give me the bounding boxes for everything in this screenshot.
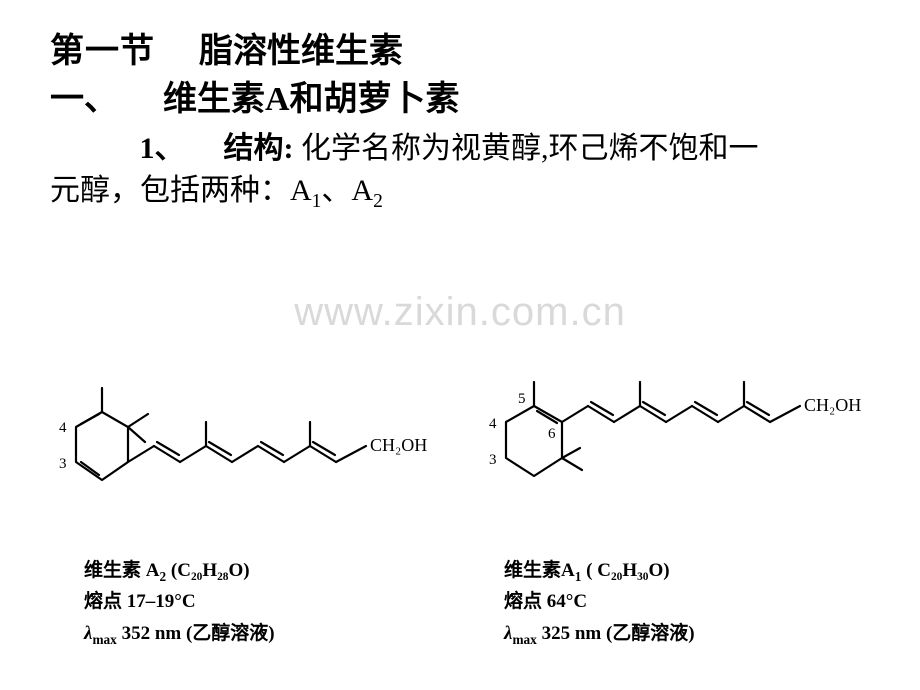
svg-text:3: 3 — [59, 456, 67, 472]
watermark-text: www.zixin.com.cn — [0, 290, 920, 335]
svg-text:3: 3 — [489, 452, 497, 468]
section-label: 第一节 — [50, 30, 155, 74]
spacer — [155, 30, 199, 74]
item-number: 1、 — [140, 132, 185, 165]
lambda-value: 325 nm (乙醇溶液) — [537, 623, 695, 644]
figures-area: 4 3 CH₂OH 维生素 A2 (C₂₀H₂₈O) 熔点 17–19°C λm… — [0, 352, 920, 672]
figure-vitamin-a1: 5 6 4 3 CH₂OH 维生素A1 ( C₂₀H₃₀O) 熔点 64°C λ… — [470, 352, 890, 649]
compound-formula: (C₂₀H₂₈O) — [166, 560, 249, 581]
compound-name: 维生素A — [504, 560, 575, 581]
caption-a1: 维生素A1 ( C₂₀H₃₀O) 熔点 64°C λmax 325 nm (乙醇… — [504, 555, 890, 649]
subscript-1: 1 — [312, 191, 322, 212]
compound-formula: ( C₂₀H₃₀O) — [581, 560, 669, 581]
mp-value: 64°C — [547, 591, 587, 612]
subsection-title: 维生素A和胡萝卜素 — [163, 81, 460, 118]
item-label: 结构: — [224, 132, 294, 165]
subscript-2: 2 — [373, 191, 383, 212]
subsection-heading: 一、 维生素A和胡萝卜素 — [50, 76, 870, 124]
page-content: 第一节 脂溶性维生素 一、 维生素A和胡萝卜素 1、 结构: 化学名称为视黄醇,… — [0, 0, 920, 242]
lambda-line: λmax 325 nm (乙醇溶液) — [504, 618, 890, 649]
lambda-sub: max — [92, 631, 116, 646]
structure-a1-icon: 5 6 4 3 CH₂OH — [470, 352, 890, 542]
section-heading: 第一节 脂溶性维生素 — [50, 30, 870, 74]
lambda-line: λmax 352 nm (乙醇溶液) — [84, 618, 450, 649]
mp-label: 熔点 — [84, 591, 127, 612]
body-line2-sep: 、A — [321, 174, 373, 207]
lambda-value: 352 nm (乙醇溶液) — [117, 623, 275, 644]
body-text: 1、 结构: 化学名称为视黄醇,环己烯不饱和一 元醇，包括两种：A1、A2 — [50, 128, 870, 212]
body-line1: 化学名称为视黄醇,环己烯不饱和一 — [301, 132, 759, 165]
svg-text:4: 4 — [489, 416, 497, 432]
svg-text:CH₂OH: CH₂OH — [370, 435, 427, 455]
section-title: 脂溶性维生素 — [199, 30, 403, 74]
caption-a2: 维生素 A2 (C₂₀H₂₈O) 熔点 17–19°C λmax 352 nm … — [84, 555, 450, 649]
mp-label: 熔点 — [504, 591, 547, 612]
figure-vitamin-a2: 4 3 CH₂OH 维生素 A2 (C₂₀H₂₈O) 熔点 17–19°C λm… — [50, 352, 450, 649]
melting-point-line: 熔点 17–19°C — [84, 586, 450, 617]
compound-name: 维生素 A — [84, 560, 159, 581]
compound-name-line: 维生素 A2 (C₂₀H₂₈O) — [84, 555, 450, 586]
svg-text:4: 4 — [59, 420, 67, 436]
svg-text:CH₂OH: CH₂OH — [804, 395, 861, 415]
structure-a2-icon: 4 3 CH₂OH — [50, 352, 450, 542]
compound-name-line: 维生素A1 ( C₂₀H₃₀O) — [504, 555, 890, 586]
subsection-index: 一、 — [50, 81, 118, 118]
mp-value: 17–19°C — [127, 591, 196, 612]
svg-text:5: 5 — [518, 391, 526, 407]
svg-text:6: 6 — [548, 426, 556, 442]
melting-point-line: 熔点 64°C — [504, 586, 890, 617]
body-line2a: 元醇，包括两种：A — [50, 174, 312, 207]
lambda-sub: max — [512, 631, 536, 646]
